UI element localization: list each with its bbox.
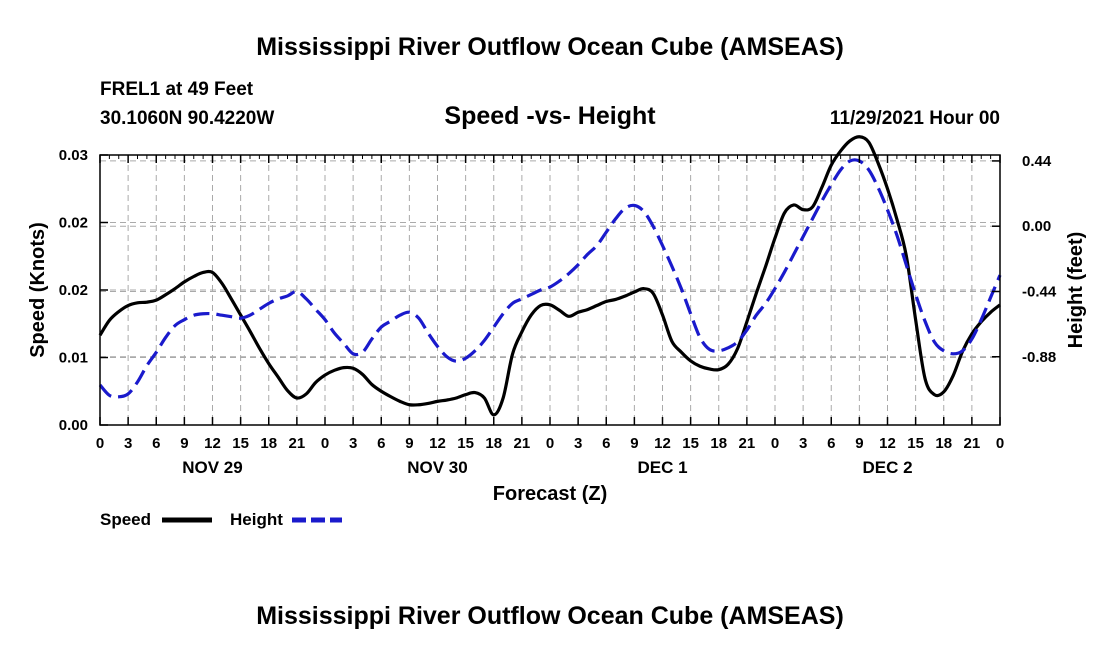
x-tick-label: 21: [964, 435, 981, 452]
legend: Speed Height: [100, 510, 342, 529]
y2-tick-label: -0.88: [1022, 349, 1056, 366]
y-tick-label: 0.00: [59, 417, 88, 434]
x-tick-label: 12: [654, 435, 671, 452]
forecast-date-label: 11/29/2021 Hour 00: [830, 108, 1000, 129]
x-tick-label: 6: [827, 435, 835, 452]
x-tick-label: 9: [405, 435, 413, 452]
x-tick-label: 12: [879, 435, 896, 452]
x-tick-label: 3: [349, 435, 357, 452]
x-tick-label: 12: [429, 435, 446, 452]
x-tick-label: 15: [232, 435, 249, 452]
x-tick-label: 0: [96, 435, 104, 452]
y-tick-label: 0.02: [59, 282, 88, 299]
y2-tick-label: -0.44: [1022, 283, 1057, 300]
series-line-speed: [98, 135, 1001, 417]
legend-speed-label: Speed: [100, 510, 151, 529]
x-tick-label: 0: [546, 435, 554, 452]
x-tick-label: 6: [602, 435, 610, 452]
x-tick-label: 3: [799, 435, 807, 452]
y2-tick-label: 0.44: [1022, 153, 1052, 170]
plot-series: [98, 135, 1002, 417]
y2-axis-title: Height (feet): [1065, 232, 1087, 349]
y2-tick-label: 0.00: [1022, 218, 1051, 235]
y-axis-title: Speed (Knots): [27, 222, 49, 358]
x-tick-label: 21: [514, 435, 531, 452]
chart-main-title-repeat: Mississippi River Outflow Ocean Cube (AM…: [256, 602, 844, 630]
y-tick-label: 0.03: [59, 147, 88, 164]
x-tick-label: 0: [996, 435, 1004, 452]
x-tick-label: 15: [682, 435, 699, 452]
coords-label: 30.1060N 90.4220W: [100, 108, 274, 129]
x-tick-label: 15: [457, 435, 474, 452]
x-tick-label: 21: [739, 435, 756, 452]
x-tick-label: 21: [289, 435, 306, 452]
day-label: DEC 1: [637, 458, 687, 477]
day-label: NOV 30: [407, 458, 467, 477]
y-tick-label: 0.01: [59, 350, 88, 367]
day-label: NOV 29: [182, 458, 242, 477]
x-tick-label: 0: [321, 435, 329, 452]
x-tick-label: 18: [260, 435, 277, 452]
x-tick-label: 12: [204, 435, 221, 452]
chart-main-title: Mississippi River Outflow Ocean Cube (AM…: [256, 33, 844, 61]
x-tick-label: 18: [935, 435, 952, 452]
x-tick-label: 0: [771, 435, 779, 452]
x-tick-label: 9: [855, 435, 863, 452]
y-tick-label: 0.02: [59, 215, 88, 232]
grid-lines: [100, 155, 1000, 425]
series-line-height: [98, 158, 1002, 399]
x-axis-title: Forecast (Z): [493, 483, 607, 505]
x-tick-label: 18: [485, 435, 502, 452]
chart-subtitle: Speed -vs- Height: [444, 102, 656, 130]
x-tick-label: 6: [377, 435, 385, 452]
axes: 0 3 6 9 12 15 18 21 0 3 6 9 12 15 18 21 0 3 6 9 12 15 18 21 0 3 6 9…: [59, 147, 1057, 477]
x-tick-label: 15: [907, 435, 924, 452]
x-tick-label: 9: [180, 435, 188, 452]
day-label: DEC 2: [862, 458, 912, 477]
station-label: FREL1 at 49 Feet: [100, 79, 254, 100]
x-tick-label: 6: [152, 435, 160, 452]
legend-height-label: Height: [230, 510, 283, 529]
x-tick-label: 9: [630, 435, 638, 452]
x-tick-label: 18: [710, 435, 727, 452]
x-tick-label: 3: [124, 435, 132, 452]
x-tick-label: 3: [574, 435, 582, 452]
